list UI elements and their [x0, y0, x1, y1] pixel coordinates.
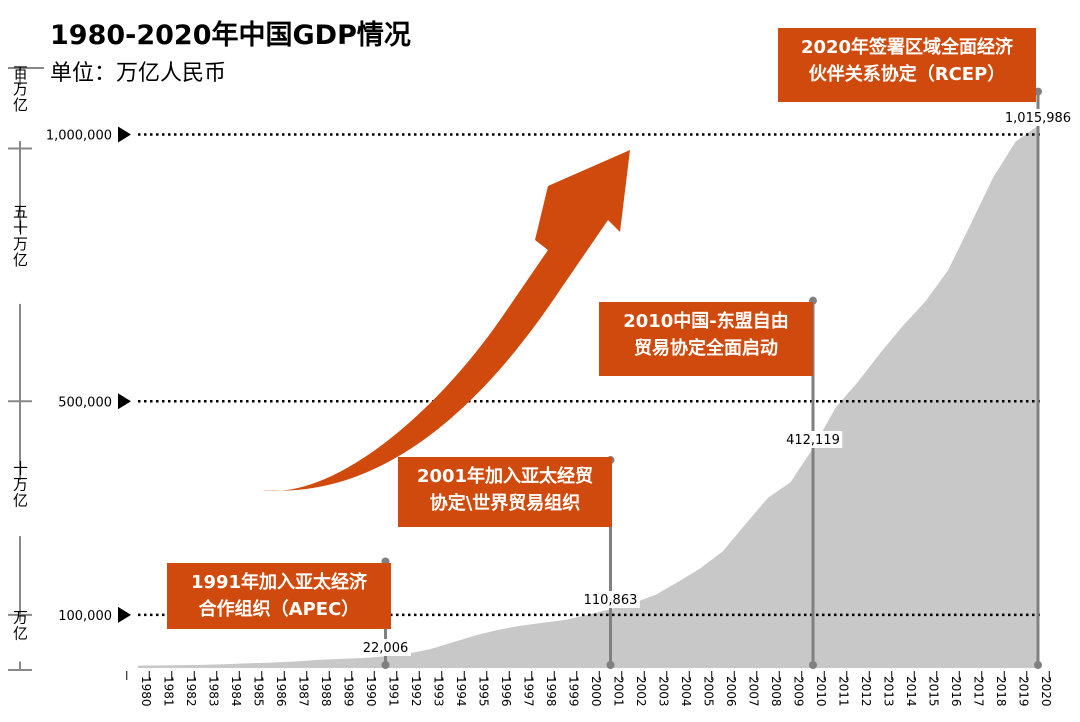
band-label: 百万亿	[11, 65, 29, 113]
ref-label: 500,000	[58, 395, 112, 410]
annotation-box	[167, 563, 391, 629]
x-tick-label: 2020	[1039, 676, 1053, 707]
x-tick-label: 2013	[882, 676, 896, 707]
x-tick-label: 1981	[162, 676, 176, 707]
annotation-text: 伙伴关系协定（RCEP）	[809, 63, 1006, 85]
x-tick-label: 1985	[252, 676, 266, 707]
data-label: 1,015,986	[1005, 111, 1071, 126]
x-tick-label: 1983	[207, 676, 221, 707]
data-label-bg	[783, 431, 843, 448]
ref-arrow-icon	[118, 126, 131, 143]
ref-label: 100,000	[58, 609, 112, 624]
x-tick-label: 2003	[657, 676, 671, 707]
x-tick-label: 1990	[364, 676, 378, 707]
reference-lines: 100,000 500,000 1,000,000	[46, 126, 1040, 624]
annotation-text: 2010中国-东盟自由	[623, 310, 789, 332]
x-tick-label: 2005	[702, 676, 716, 707]
x-tick-label: 2018	[994, 676, 1008, 707]
x-tick-label: 2011	[837, 676, 851, 707]
data-label: 22,006	[363, 641, 409, 656]
data-label: 110,863	[584, 593, 638, 608]
annotation-text: 2020年签署区域全面经济	[801, 36, 1014, 58]
x-tick-label: 2010	[814, 676, 828, 707]
annotation-text: 协定\世界贸易组织	[430, 492, 581, 514]
band-label-bg	[10, 480, 30, 537]
x-tick-label: 2019	[1017, 676, 1031, 707]
x-tick-label: 1989	[342, 676, 356, 707]
x-tick-label: 2009	[792, 676, 806, 707]
x-tick-label: 2000	[589, 676, 603, 707]
x-tick-label: 2017	[972, 676, 986, 707]
x-tick-label: 2002	[634, 676, 648, 707]
ref-arrow-icon	[118, 393, 131, 410]
band-label-bg	[10, 85, 30, 142]
annotation-text: 贸易协定全面启动	[634, 337, 778, 359]
annotation-box	[398, 457, 612, 527]
x-tick-label: 1992	[409, 676, 423, 707]
x-axis-ticks: 1980 1981 1982 1983 1984 1985 1986 1987 1988 1989…	[126, 671, 1053, 707]
band-label: 五十万亿	[11, 204, 29, 268]
x-tick-label: 2001	[612, 676, 626, 707]
chart-title: 1980-2020年中国GDP情况	[50, 19, 411, 51]
x-tick-label: 1982	[184, 676, 198, 707]
x-tick-label: 2016	[949, 676, 963, 707]
x-tick-label: 1984	[229, 676, 243, 707]
annotation-box	[599, 302, 813, 376]
x-tick-label: 2008	[769, 676, 783, 707]
x-tick-label: 2014	[904, 676, 918, 707]
band-label: 万亿	[11, 609, 29, 641]
annotation-text: 合作组织（APEC）	[199, 598, 360, 620]
annotation-box	[778, 28, 1036, 102]
x-tick-label: 2004	[679, 676, 693, 707]
x-tick-label: 1998	[544, 676, 558, 707]
x-tick-label: 1991	[387, 676, 401, 707]
x-tick-label: 1995	[477, 676, 491, 707]
x-tick-label: 2006	[724, 676, 738, 707]
x-tick-label: 1980	[139, 676, 153, 707]
growth-arrow	[262, 150, 630, 491]
x-tick-label: 1994	[454, 676, 468, 707]
x-tick-label: 1988	[319, 676, 333, 707]
annotation-text: 2001年加入亚太经贸	[417, 465, 593, 487]
x-tick-label: 1993	[432, 676, 446, 707]
band-label-bg	[10, 621, 30, 662]
data-label: 412,119	[786, 433, 840, 448]
annotation-base-icon	[1034, 661, 1042, 669]
x-tick-label: 1986	[274, 676, 288, 707]
data-label-bg	[360, 639, 411, 656]
x-tick-label: 1987	[297, 676, 311, 707]
ref-label: 1,000,000	[46, 129, 112, 144]
x-tick-label: 1999	[567, 676, 581, 707]
band-label: 十万亿	[11, 460, 29, 508]
chart-unit: 单位：万亿人民币	[50, 61, 226, 86]
band-label-bg	[10, 231, 30, 304]
data-label-bg	[581, 591, 640, 608]
annotation-base-icon	[381, 661, 390, 669]
growth-arrow-shape	[262, 150, 630, 491]
annotation-base-icon	[606, 661, 615, 669]
x-tick-label: 1996	[499, 676, 513, 707]
x-tick-label: 2015	[927, 676, 941, 707]
annotation-text: 1991年加入亚太经济	[191, 571, 368, 593]
x-tick-label: 2012	[859, 676, 873, 707]
x-tick-label: 1997	[522, 676, 536, 707]
x-tick-label: 2007	[747, 676, 761, 707]
data-label-bg	[1001, 109, 1075, 126]
ref-arrow-icon	[118, 606, 131, 623]
annotation-base-icon	[809, 661, 817, 669]
